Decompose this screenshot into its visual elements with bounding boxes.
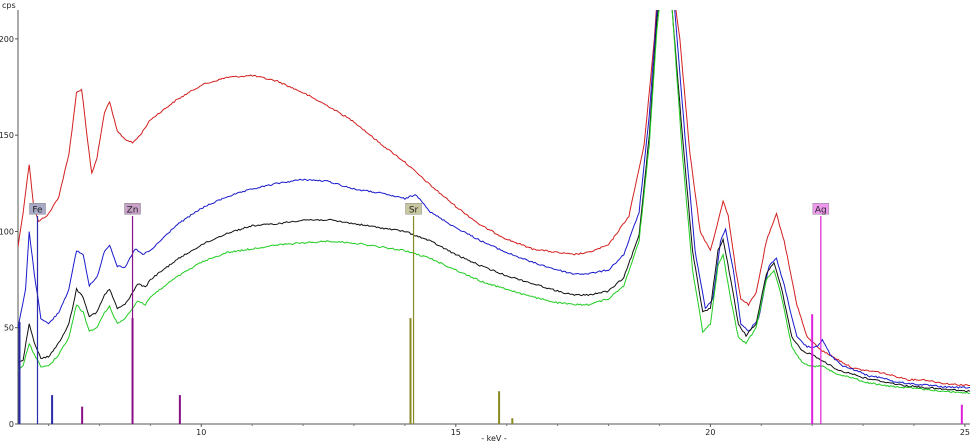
element-label-box[interactable] bbox=[812, 203, 830, 215]
element-emission-line bbox=[498, 391, 501, 424]
y-tick-label: 150 bbox=[0, 131, 14, 140]
x-tick-label: 20 bbox=[705, 428, 715, 437]
element-label: Sr bbox=[409, 205, 419, 215]
y-tick-label: 100 bbox=[0, 227, 14, 236]
spectrum-series-3 bbox=[18, 10, 970, 395]
element-label: Zn bbox=[127, 205, 139, 215]
x-axis-title: - keV - bbox=[481, 434, 507, 443]
element-emission-line bbox=[18, 321, 21, 424]
element-label-box[interactable] bbox=[29, 203, 46, 215]
element-label-box[interactable] bbox=[124, 203, 141, 215]
x-tick-label: 25 bbox=[960, 428, 970, 437]
element-label-box[interactable] bbox=[405, 203, 422, 215]
spectrum-series-0 bbox=[18, 10, 970, 386]
element-markers-layer: Fe Zn Sr Ag bbox=[29, 203, 830, 424]
element-label: Fe bbox=[32, 205, 43, 215]
x-tick-label: 10 bbox=[196, 428, 206, 437]
series-layer bbox=[18, 10, 970, 395]
spectrum-series-2 bbox=[18, 10, 970, 393]
element-emission-line bbox=[409, 318, 412, 424]
element-emission-line bbox=[511, 418, 514, 424]
y-axis-ticks: 0 50 100 150 200 bbox=[0, 35, 18, 429]
element-emission-line bbox=[178, 395, 181, 424]
x-axis-ticks: 10 15 20 25 bbox=[48, 424, 970, 437]
element-emission-line bbox=[51, 395, 54, 424]
element-emission-line bbox=[811, 314, 814, 424]
element-label: Ag bbox=[815, 205, 827, 215]
x-tick-label: 15 bbox=[451, 428, 461, 437]
y-tick-label: 0 bbox=[9, 420, 14, 429]
element-emission-line bbox=[960, 404, 963, 424]
plot-frame bbox=[17, 10, 970, 425]
y-axis-title: cps bbox=[2, 1, 16, 10]
y-tick-label: 50 bbox=[4, 324, 14, 333]
element-emission-line bbox=[81, 406, 84, 424]
y-tick-label: 200 bbox=[0, 35, 14, 44]
spectrum-series-1 bbox=[18, 10, 970, 389]
